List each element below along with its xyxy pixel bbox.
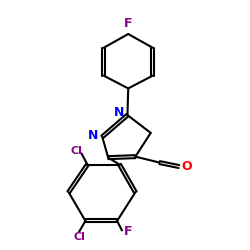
Text: N: N — [114, 106, 125, 119]
Text: F: F — [124, 17, 132, 30]
Text: Cl: Cl — [73, 232, 85, 241]
Text: N: N — [88, 129, 98, 142]
Text: O: O — [182, 160, 192, 172]
Text: F: F — [124, 225, 132, 238]
Text: Cl: Cl — [70, 146, 82, 156]
